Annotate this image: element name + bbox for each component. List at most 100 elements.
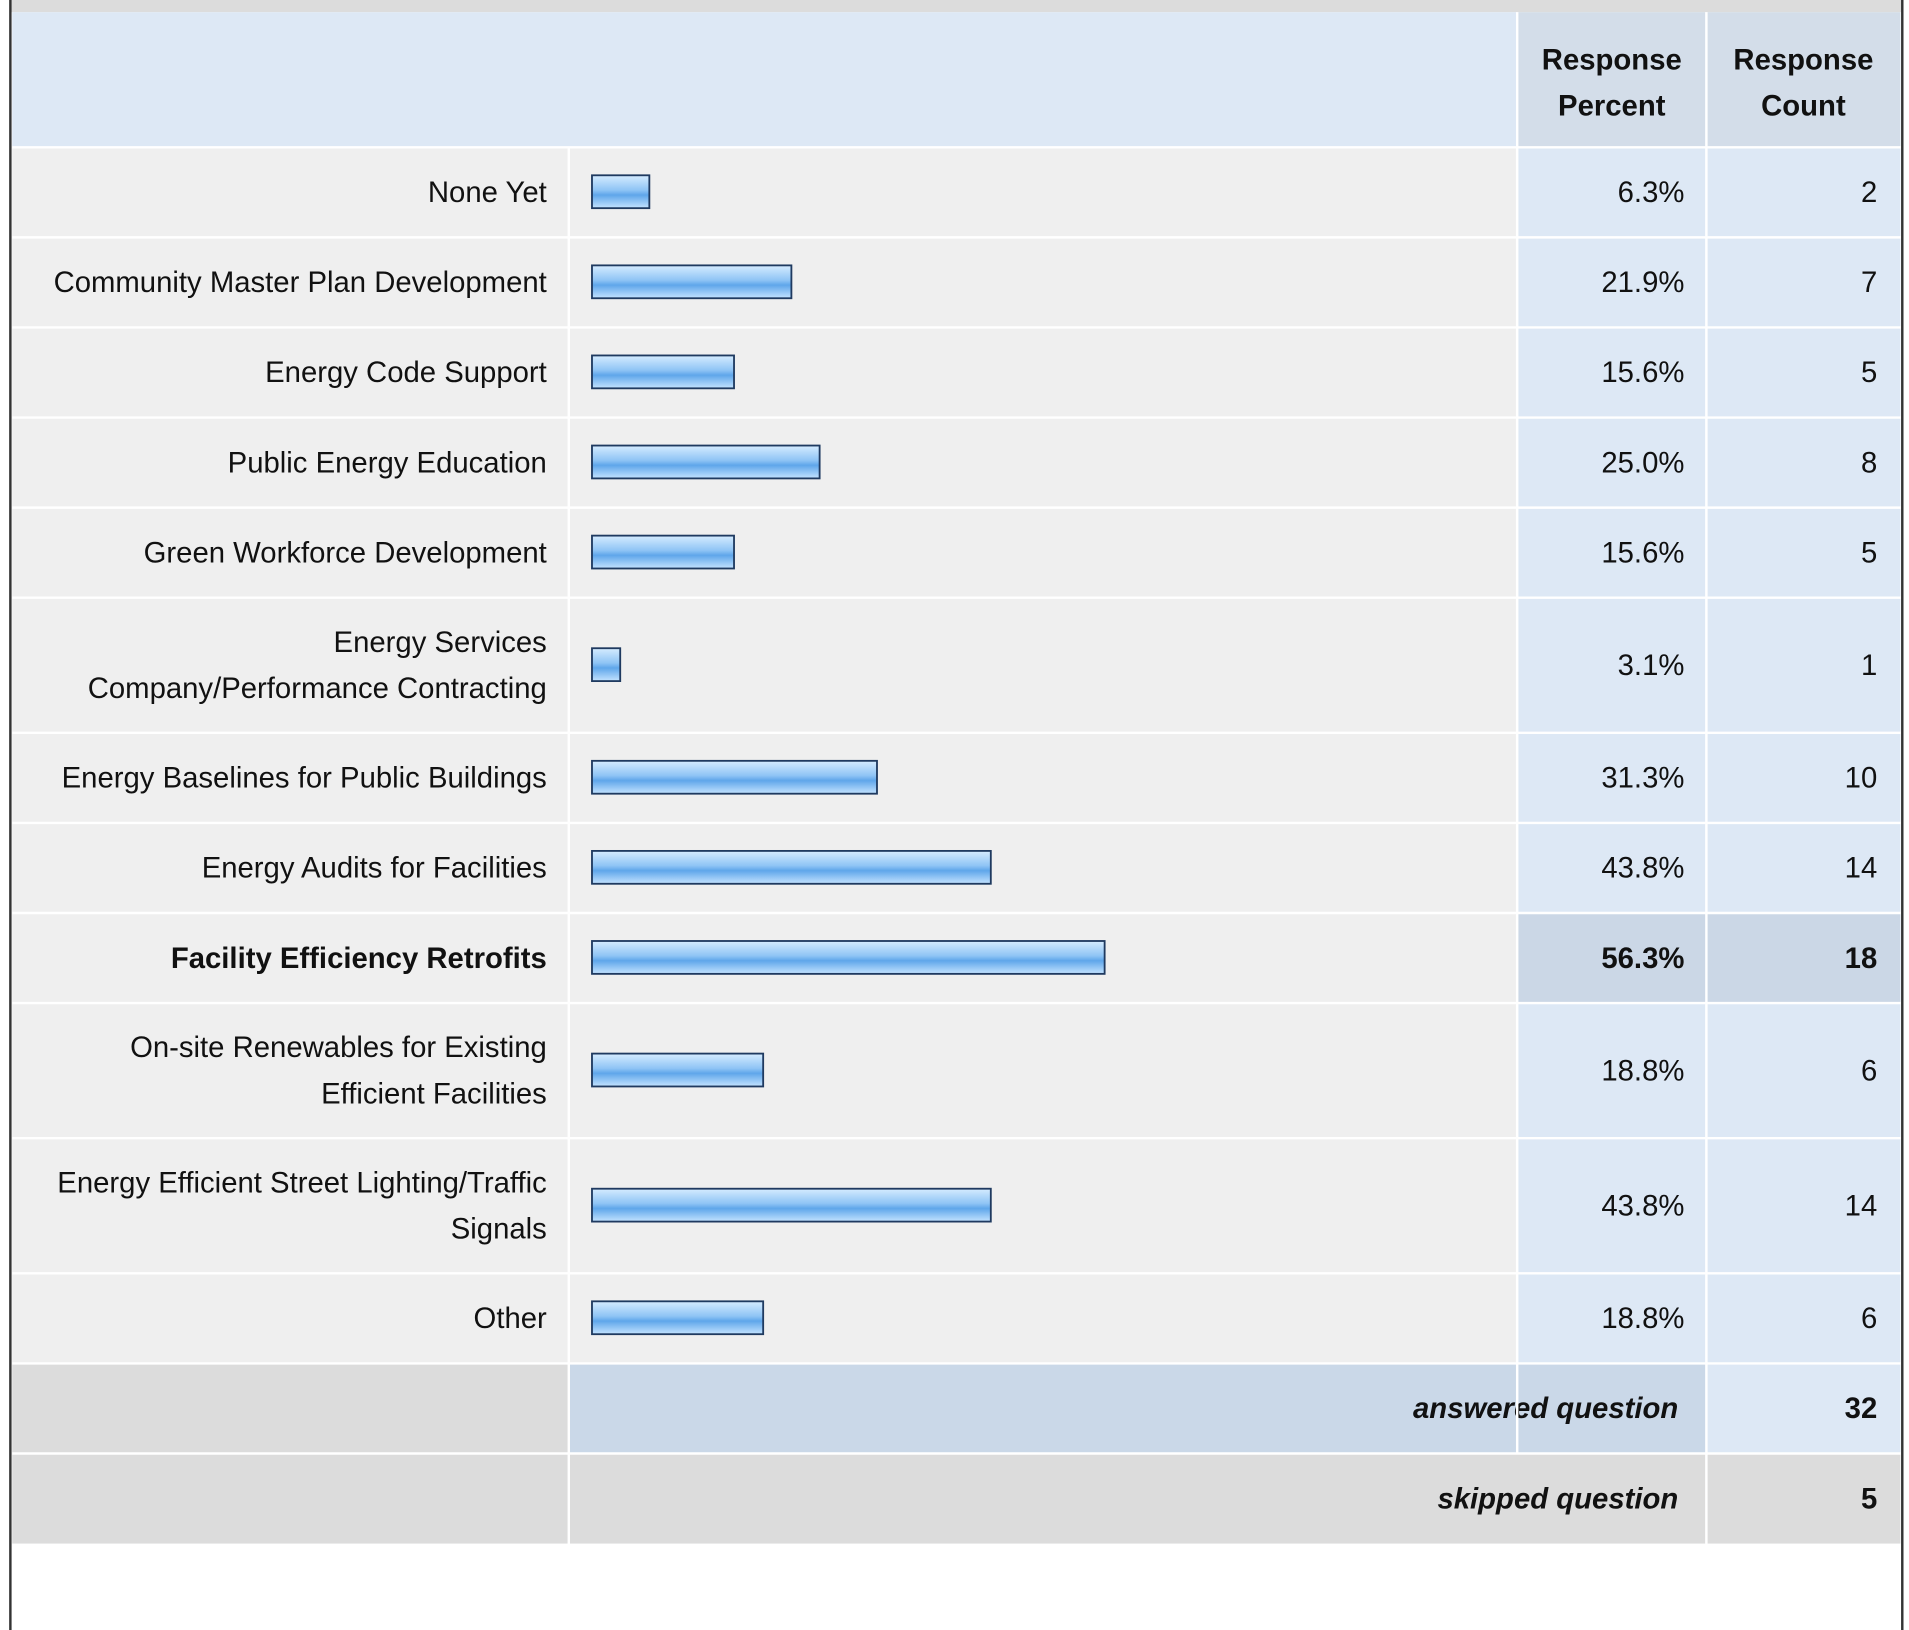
bar: [591, 647, 622, 683]
row-bg: [1517, 912, 1901, 1004]
row-label: Other: [474, 1303, 548, 1335]
row-bg: [1517, 597, 1901, 733]
text-line: Response: [1542, 44, 1682, 76]
row-bg: [1517, 1273, 1901, 1364]
response-count: 2: [1861, 177, 1877, 209]
row-bg: [1517, 417, 1901, 508]
row-bg: [1517, 1003, 1901, 1139]
row-bg: [12, 147, 1518, 238]
response-percent: 18.8%: [1601, 1303, 1684, 1335]
response-percent: 25.0%: [1601, 447, 1684, 479]
row-label: On-site Renewables for Existing Efficient…: [130, 1032, 547, 1110]
summary-label: answered question: [1413, 1393, 1678, 1425]
text-line: Energy Services: [334, 627, 547, 659]
response-percent: 31.3%: [1601, 763, 1684, 795]
row-bg: [12, 1273, 1518, 1364]
row: Energy Audits for Facilities 43.8% 14: [12, 822, 1901, 913]
response-percent: 15.6%: [1601, 357, 1684, 389]
response-count: 5: [1861, 357, 1877, 389]
response-percent: 21.9%: [1601, 267, 1684, 299]
row: Public Energy Education 25.0% 8: [12, 417, 1901, 508]
summary-label: skipped question: [1437, 1483, 1678, 1515]
row-bg: [12, 1003, 1518, 1139]
column-header: Response Count: [1733, 44, 1873, 122]
bar: [591, 759, 878, 795]
response-percent: 6.3%: [1618, 177, 1685, 209]
response-percent: 56.3%: [1601, 943, 1684, 975]
response-count: 18: [1845, 943, 1878, 975]
response-count: 1: [1861, 650, 1877, 682]
response-count: 7: [1861, 267, 1877, 299]
row-label: Facility Efficiency Retrofits: [171, 943, 547, 975]
row: Energy Code Support 15.6% 5: [12, 327, 1901, 418]
bar: [591, 940, 1106, 975]
row: Community Master Plan Development 21.9% 7: [12, 237, 1901, 328]
row: None Yet 6.3% 2: [12, 147, 1901, 238]
row-bg: [12, 597, 1518, 733]
row-label: Energy Efficient Street Lighting/Traffic…: [57, 1167, 546, 1245]
text-line: Energy Baselines for Public Buildings: [62, 763, 547, 795]
row-label: Energy Audits for Facilities: [202, 853, 547, 885]
row-bg: [12, 327, 1518, 418]
row-label: Energy Baselines for Public Buildings: [62, 763, 547, 795]
text-line: Community Master Plan Development: [54, 267, 547, 299]
response-percent: 15.6%: [1601, 537, 1684, 569]
row-bg: [12, 507, 1518, 598]
response-percent: 43.8%: [1601, 1191, 1684, 1223]
header-bg: [12, 12, 1518, 148]
bar: [591, 1052, 765, 1088]
row-bg: [1517, 732, 1901, 823]
response-count: 10: [1845, 763, 1878, 795]
row: Green Workforce Development 15.6% 5: [12, 507, 1901, 598]
top-strip: [9, 0, 1902, 13]
bar: [591, 444, 821, 480]
summary-value: 5: [1861, 1483, 1877, 1515]
row: Energy Efficient Street Lighting/Traffic…: [12, 1138, 1901, 1274]
bar: [591, 849, 992, 885]
row-label: Community Master Plan Development: [54, 267, 547, 299]
row-bg: [1517, 237, 1901, 328]
response-percent: 3.1%: [1618, 650, 1685, 682]
row-label: Green Workforce Development: [144, 537, 547, 569]
row-label: Public Energy Education: [228, 447, 547, 479]
text-line: Company/Performance Contracting: [88, 673, 547, 705]
text-line: Public Energy Education: [228, 447, 547, 479]
row-bg: [1517, 147, 1901, 238]
text-line: Percent: [1558, 91, 1666, 123]
text-line: Signals: [451, 1214, 547, 1246]
response-count: 8: [1861, 447, 1877, 479]
bar: [591, 354, 735, 390]
row-bg: [1517, 327, 1901, 418]
summary-bg: [1706, 1363, 1901, 1454]
text-line: None Yet: [428, 177, 547, 209]
row-bg: [1517, 507, 1901, 598]
row-bg: [1517, 1138, 1901, 1274]
text-line: Count: [1761, 91, 1846, 123]
row-label: Energy Code Support: [265, 357, 547, 389]
response-count: 14: [1845, 853, 1878, 885]
bar: [591, 264, 793, 300]
row: Energy Services Company/Performance Contr…: [12, 597, 1901, 733]
column-header: Response Percent: [1542, 44, 1682, 122]
bar: [591, 174, 651, 210]
text-line: Energy Code Support: [265, 357, 547, 389]
response-count: 6: [1861, 1055, 1877, 1087]
response-percent: 43.8%: [1601, 853, 1684, 885]
summary-bg: [12, 1453, 1901, 1544]
bar: [591, 1187, 992, 1223]
text-line: Response: [1733, 44, 1873, 76]
text-line: Efficient Facilities: [321, 1079, 547, 1111]
row-bg: [1517, 822, 1901, 913]
text-line: Energy Audits for Facilities: [202, 853, 547, 885]
response-count: 14: [1845, 1191, 1878, 1223]
response-count: 6: [1861, 1303, 1877, 1335]
row: Other 18.8% 6: [12, 1273, 1901, 1364]
text-line: On-site Renewables for Existing: [130, 1032, 547, 1064]
row: On-site Renewables for Existing Efficient…: [12, 1003, 1901, 1139]
response-percent: 18.8%: [1601, 1055, 1684, 1087]
bar: [591, 534, 735, 570]
text-line: Energy Efficient Street Lighting/Traffic: [57, 1167, 546, 1199]
response-count: 5: [1861, 537, 1877, 569]
